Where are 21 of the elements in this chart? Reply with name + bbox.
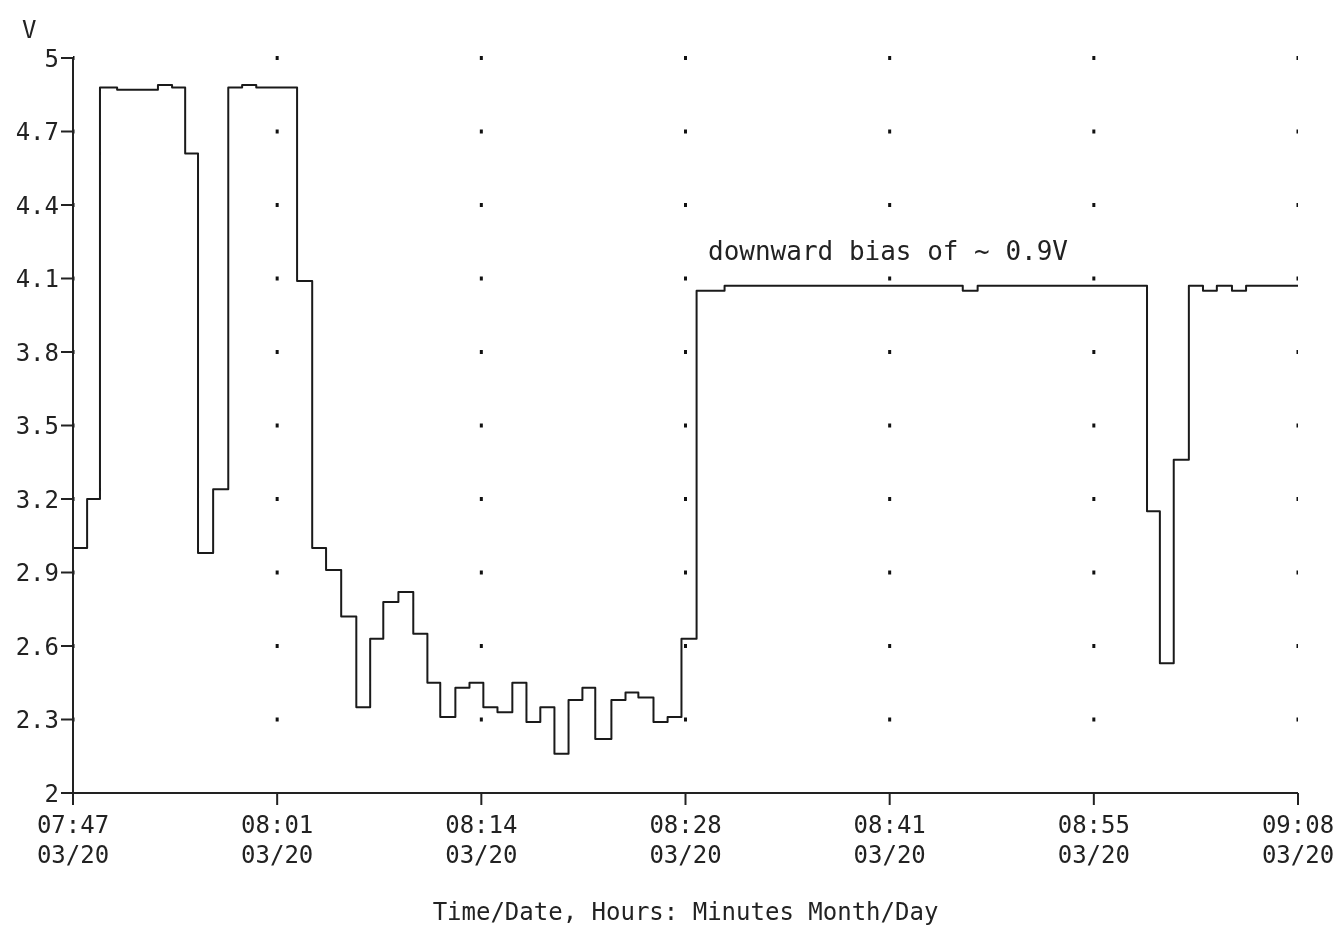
y-axis-title: V	[22, 16, 37, 44]
annotation: downward bias of ~ 0.9V	[708, 236, 1069, 266]
y-tick-label: 2	[44, 779, 59, 808]
y-tick-label: 2.3	[15, 706, 59, 735]
x-axis-title: Time/Date, Hours: Minutes Month/Day	[432, 898, 939, 926]
x-tick-label: 08:55 03/20	[1057, 811, 1130, 869]
y-tick-label: 3.8	[15, 338, 59, 367]
y-tick-label: 3.5	[15, 412, 59, 441]
x-tick-label: 09:08 03/20	[1261, 811, 1335, 869]
x-tick-label: 08:01 03/20	[241, 811, 314, 869]
x-tick-label: 07:47 03/20	[36, 811, 110, 869]
x-tick-label: 08:14 03/20	[445, 811, 518, 869]
y-tick-label: 4.4	[15, 191, 59, 220]
x-tick-label: 08:41 03/20	[853, 811, 926, 869]
x-tick-label: 08:28 03/20	[649, 811, 722, 869]
y-tick-label: 3.2	[15, 485, 59, 514]
y-tick-label: 4.7	[15, 118, 59, 147]
y-tick-label: 4.1	[15, 265, 59, 294]
y-tick-label: 2.9	[15, 559, 59, 588]
y-tick-label: 2.6	[15, 632, 59, 661]
y-tick-label: 5	[44, 44, 59, 73]
